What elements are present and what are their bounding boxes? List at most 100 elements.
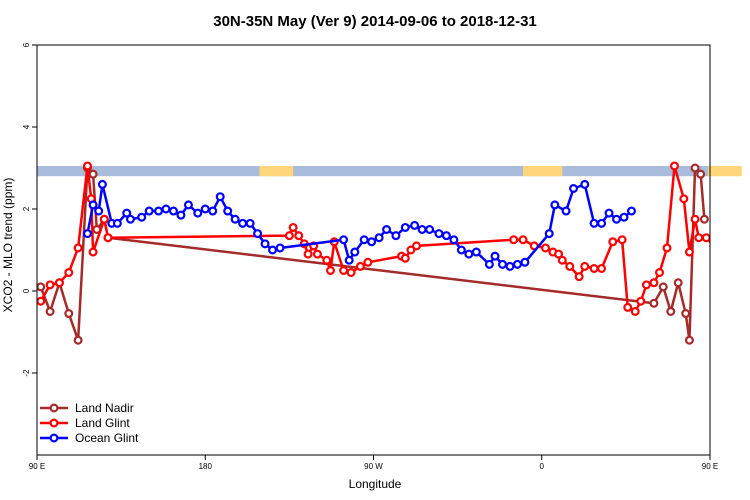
ocean-band bbox=[37, 165, 710, 177]
legend-swatch-marker bbox=[49, 403, 59, 413]
data-point bbox=[565, 261, 575, 271]
series-layer bbox=[37, 161, 710, 345]
data-point bbox=[636, 296, 646, 306]
data-point bbox=[679, 194, 689, 204]
data-point bbox=[604, 208, 614, 218]
data-point bbox=[215, 192, 225, 202]
data-point bbox=[303, 249, 313, 259]
data-point bbox=[168, 206, 178, 216]
data-point bbox=[400, 222, 410, 232]
x-tick-label: 180 bbox=[199, 462, 213, 471]
data-point bbox=[471, 247, 481, 257]
data-point bbox=[88, 169, 98, 179]
data-point bbox=[82, 229, 92, 239]
data-point bbox=[125, 214, 135, 224]
data-point bbox=[696, 169, 706, 179]
data-point bbox=[434, 229, 444, 239]
data-point bbox=[99, 214, 109, 224]
data-point bbox=[569, 184, 579, 194]
data-point bbox=[662, 243, 672, 253]
data-point bbox=[406, 245, 416, 255]
data-point bbox=[673, 278, 683, 288]
land-band-segment bbox=[523, 165, 563, 177]
data-point bbox=[709, 243, 710, 249]
data-point bbox=[655, 268, 665, 278]
data-point bbox=[597, 263, 607, 273]
x-tick-label: 90 E bbox=[29, 462, 45, 471]
data-point bbox=[288, 222, 298, 232]
data-point bbox=[363, 257, 373, 267]
data-point bbox=[518, 235, 528, 245]
data-point bbox=[649, 298, 659, 308]
data-point bbox=[612, 214, 622, 224]
y-tick-label: 0 bbox=[22, 288, 31, 293]
data-point bbox=[626, 206, 636, 216]
land-band-segment bbox=[259, 165, 294, 177]
data-point bbox=[193, 208, 203, 218]
data-point bbox=[339, 266, 349, 276]
data-point bbox=[54, 278, 64, 288]
x-axis: 90 E 180 90 W 0 90 E bbox=[29, 455, 718, 471]
data-point bbox=[681, 309, 691, 319]
legend-item: Land Nadir bbox=[40, 401, 134, 415]
data-point bbox=[658, 282, 668, 292]
data-point bbox=[82, 161, 92, 171]
data-point bbox=[544, 229, 554, 239]
data-point bbox=[208, 206, 218, 216]
data-point bbox=[154, 206, 164, 216]
data-point bbox=[411, 241, 421, 251]
data-point bbox=[374, 233, 384, 243]
data-point bbox=[45, 307, 55, 317]
data-point bbox=[64, 268, 74, 278]
data-point bbox=[417, 225, 427, 235]
data-point bbox=[557, 255, 567, 265]
data-point bbox=[137, 212, 147, 222]
data-point bbox=[238, 218, 248, 228]
data-point bbox=[550, 200, 560, 210]
data-point bbox=[441, 231, 451, 241]
y-tick-label: 6 bbox=[22, 42, 31, 47]
y-tick-label: -2 bbox=[22, 369, 31, 377]
data-point bbox=[73, 243, 83, 253]
legend-swatch-marker bbox=[49, 433, 59, 443]
data-point bbox=[619, 212, 629, 222]
data-point bbox=[326, 266, 336, 276]
chart-title: 30N-35N May (Ver 9) 2014-09-06 to 2018-1… bbox=[213, 13, 537, 30]
y-tick-label: 2 bbox=[22, 206, 31, 211]
data-point bbox=[617, 235, 627, 245]
data-point bbox=[690, 163, 700, 173]
data-point bbox=[200, 204, 210, 214]
data-point bbox=[649, 278, 659, 288]
data-point bbox=[64, 309, 74, 319]
data-point bbox=[425, 225, 435, 235]
data-point bbox=[666, 307, 676, 317]
data-point bbox=[505, 261, 515, 271]
data-point bbox=[589, 263, 599, 273]
data-point bbox=[561, 206, 571, 216]
series-land-glint bbox=[37, 161, 710, 317]
data-point bbox=[690, 214, 700, 224]
data-point bbox=[464, 249, 474, 259]
data-point bbox=[623, 302, 633, 312]
data-point bbox=[122, 208, 132, 218]
data-point bbox=[512, 259, 522, 269]
y-axis: -2 0 2 4 6 bbox=[22, 42, 37, 377]
y-axis-title: XCO2 - MLO trend (ppm) bbox=[1, 178, 15, 313]
x-tick-label: 0 bbox=[540, 462, 545, 471]
data-point bbox=[497, 259, 507, 269]
data-point bbox=[94, 206, 104, 216]
data-point bbox=[540, 243, 550, 253]
data-point bbox=[176, 210, 186, 220]
series-ocean-glint bbox=[82, 179, 636, 271]
data-point bbox=[630, 307, 640, 317]
data-point bbox=[367, 237, 377, 247]
data-point bbox=[580, 179, 590, 189]
data-point bbox=[456, 245, 466, 255]
data-point bbox=[161, 204, 171, 214]
data-point bbox=[484, 259, 494, 269]
data-point bbox=[88, 200, 98, 210]
legend-label: Ocean Glint bbox=[75, 431, 139, 445]
data-point bbox=[509, 235, 519, 245]
